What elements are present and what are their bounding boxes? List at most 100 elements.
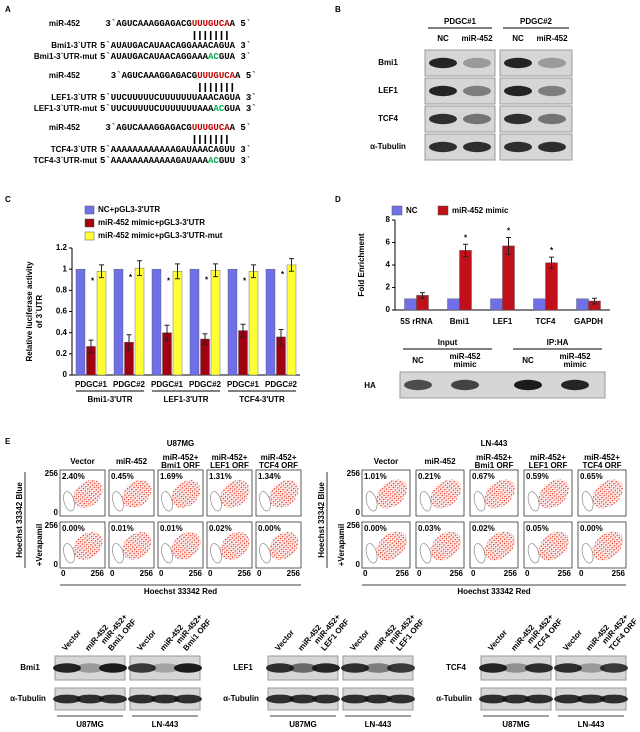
sequence-part: 3`AGUCAAAGGAGACG xyxy=(111,71,197,81)
sequence-part: 3`AGUCAAAGGAGACG xyxy=(105,19,191,29)
sequence-part: 5`UUCUUUUUCUUUUUUUAAA xyxy=(100,104,214,114)
group-label: Bmi1-3'UTR xyxy=(87,395,132,404)
y-tick-label: 1 xyxy=(63,264,68,273)
gate xyxy=(419,543,432,564)
panel-letter: D xyxy=(335,195,341,204)
error-bar xyxy=(213,263,218,278)
sequence-label: miR-452 xyxy=(49,123,81,132)
band xyxy=(266,694,294,704)
cell-cloud xyxy=(220,480,250,508)
y-tick-label: 0.2 xyxy=(56,349,68,358)
bar xyxy=(151,268,162,376)
sequence-label: miR-452 xyxy=(49,19,81,28)
percent-label: 0.00% xyxy=(580,524,603,533)
band xyxy=(479,663,507,673)
condition-label: miR-452+ xyxy=(584,453,620,462)
bar xyxy=(134,267,145,376)
band xyxy=(387,663,415,673)
cell-cloud xyxy=(73,532,103,560)
sequence-part: 3`AGUCAAAGGAGACG xyxy=(105,123,191,133)
sequence-part: 5`AAAAAAAAAAAAGAUAAACAGUU 3` xyxy=(100,145,251,155)
condition-label: miR-452 xyxy=(116,457,148,466)
band xyxy=(504,85,532,97)
band xyxy=(429,113,457,125)
protein-label: α-Tubulin xyxy=(370,142,406,151)
percent-label: 1.34% xyxy=(258,472,281,481)
sequence-part: 5`UUCUUUUUCUUUUUUUAAACAGUA 3` xyxy=(100,93,257,103)
axis-tick-label: 0 xyxy=(363,569,368,578)
cell-cloud xyxy=(430,479,462,509)
x-tick-label: PDGC#1 xyxy=(227,380,260,389)
cell-cloud xyxy=(269,480,299,508)
bar xyxy=(210,270,221,376)
cell-cloud xyxy=(220,532,250,560)
cell-cloud xyxy=(484,531,516,561)
percent-label: 0.21% xyxy=(418,472,441,481)
bar xyxy=(248,271,259,376)
bar xyxy=(227,268,238,376)
panel-letter: B xyxy=(335,5,341,14)
bar xyxy=(459,250,472,311)
y-tick-label: 1.2 xyxy=(56,243,68,252)
x-tick-label: PDGC#2 xyxy=(113,380,146,389)
band xyxy=(266,663,294,673)
sequence-label: Bmi1-3`UTR xyxy=(51,41,97,50)
gate xyxy=(581,543,594,564)
sequence-label: miR-452 xyxy=(49,71,81,80)
bar xyxy=(404,298,417,311)
percent-label: 2.40% xyxy=(62,472,85,481)
band xyxy=(53,694,81,704)
significance-marker: * xyxy=(205,275,209,284)
condition-label: TCF4 ORF xyxy=(259,461,298,470)
panel-letter: A xyxy=(5,5,11,14)
lane-label: NC xyxy=(412,356,424,365)
band xyxy=(312,663,340,673)
percent-label: 0.02% xyxy=(472,524,495,533)
legend-swatch xyxy=(84,231,95,241)
gate xyxy=(63,543,75,564)
gate xyxy=(473,543,486,564)
band xyxy=(151,694,179,704)
band xyxy=(174,694,202,704)
sequence: 5`AAAAAAAAAAAAGAUAAAACGUU 3` xyxy=(100,156,251,166)
error-bar xyxy=(126,334,132,351)
condition-label: TCF4 ORF xyxy=(582,461,621,470)
row-label: +Verapamil xyxy=(35,524,44,566)
bar xyxy=(172,271,183,376)
sequence: 5`UUCUUUUUCUUUUUUUAAACAGUA 3` xyxy=(100,93,257,103)
y-tick-label: 0.8 xyxy=(56,285,68,294)
sequence-part: GUA 3` xyxy=(219,52,251,62)
condition-label: miR-452 xyxy=(424,457,456,466)
gate xyxy=(259,491,271,512)
band xyxy=(554,694,582,704)
sequence-part: AC xyxy=(208,52,219,62)
band xyxy=(538,57,566,69)
bar xyxy=(490,298,503,311)
percent-label: 0.00% xyxy=(62,524,85,533)
y-axis-label: Hoechst 33342 Blue xyxy=(15,482,24,558)
bar xyxy=(96,271,107,376)
x-tick-label: Bmi1 xyxy=(450,317,470,326)
bar xyxy=(75,268,86,376)
condition-label: miR-452+ xyxy=(163,453,199,462)
significance-marker: * xyxy=(550,246,554,255)
axis-tick-label: 0 xyxy=(417,569,422,578)
cell-cloud xyxy=(592,479,624,509)
axis-tick-label: 256 xyxy=(287,569,301,578)
sequence-part: AC xyxy=(208,156,219,166)
axis-tick-label: 256 xyxy=(504,569,518,578)
cell-cloud xyxy=(122,480,152,508)
band xyxy=(463,85,491,97)
sequence-part: AC xyxy=(213,104,224,114)
percent-label: 1.01% xyxy=(364,472,387,481)
gate xyxy=(581,491,594,512)
error-bar xyxy=(99,264,104,279)
cell-cloud xyxy=(171,480,201,508)
bar xyxy=(286,264,297,376)
percent-label: 1.31% xyxy=(209,472,232,481)
lane-label: miR-452 xyxy=(449,352,481,361)
percent-label: 0.01% xyxy=(111,524,134,533)
sequence: 3`AGUCAAAGGAGACGUUUGUCAA 5` xyxy=(105,123,251,133)
axis-tick-label: 256 xyxy=(91,569,105,578)
loading-label: α-Tubulin xyxy=(223,694,259,703)
